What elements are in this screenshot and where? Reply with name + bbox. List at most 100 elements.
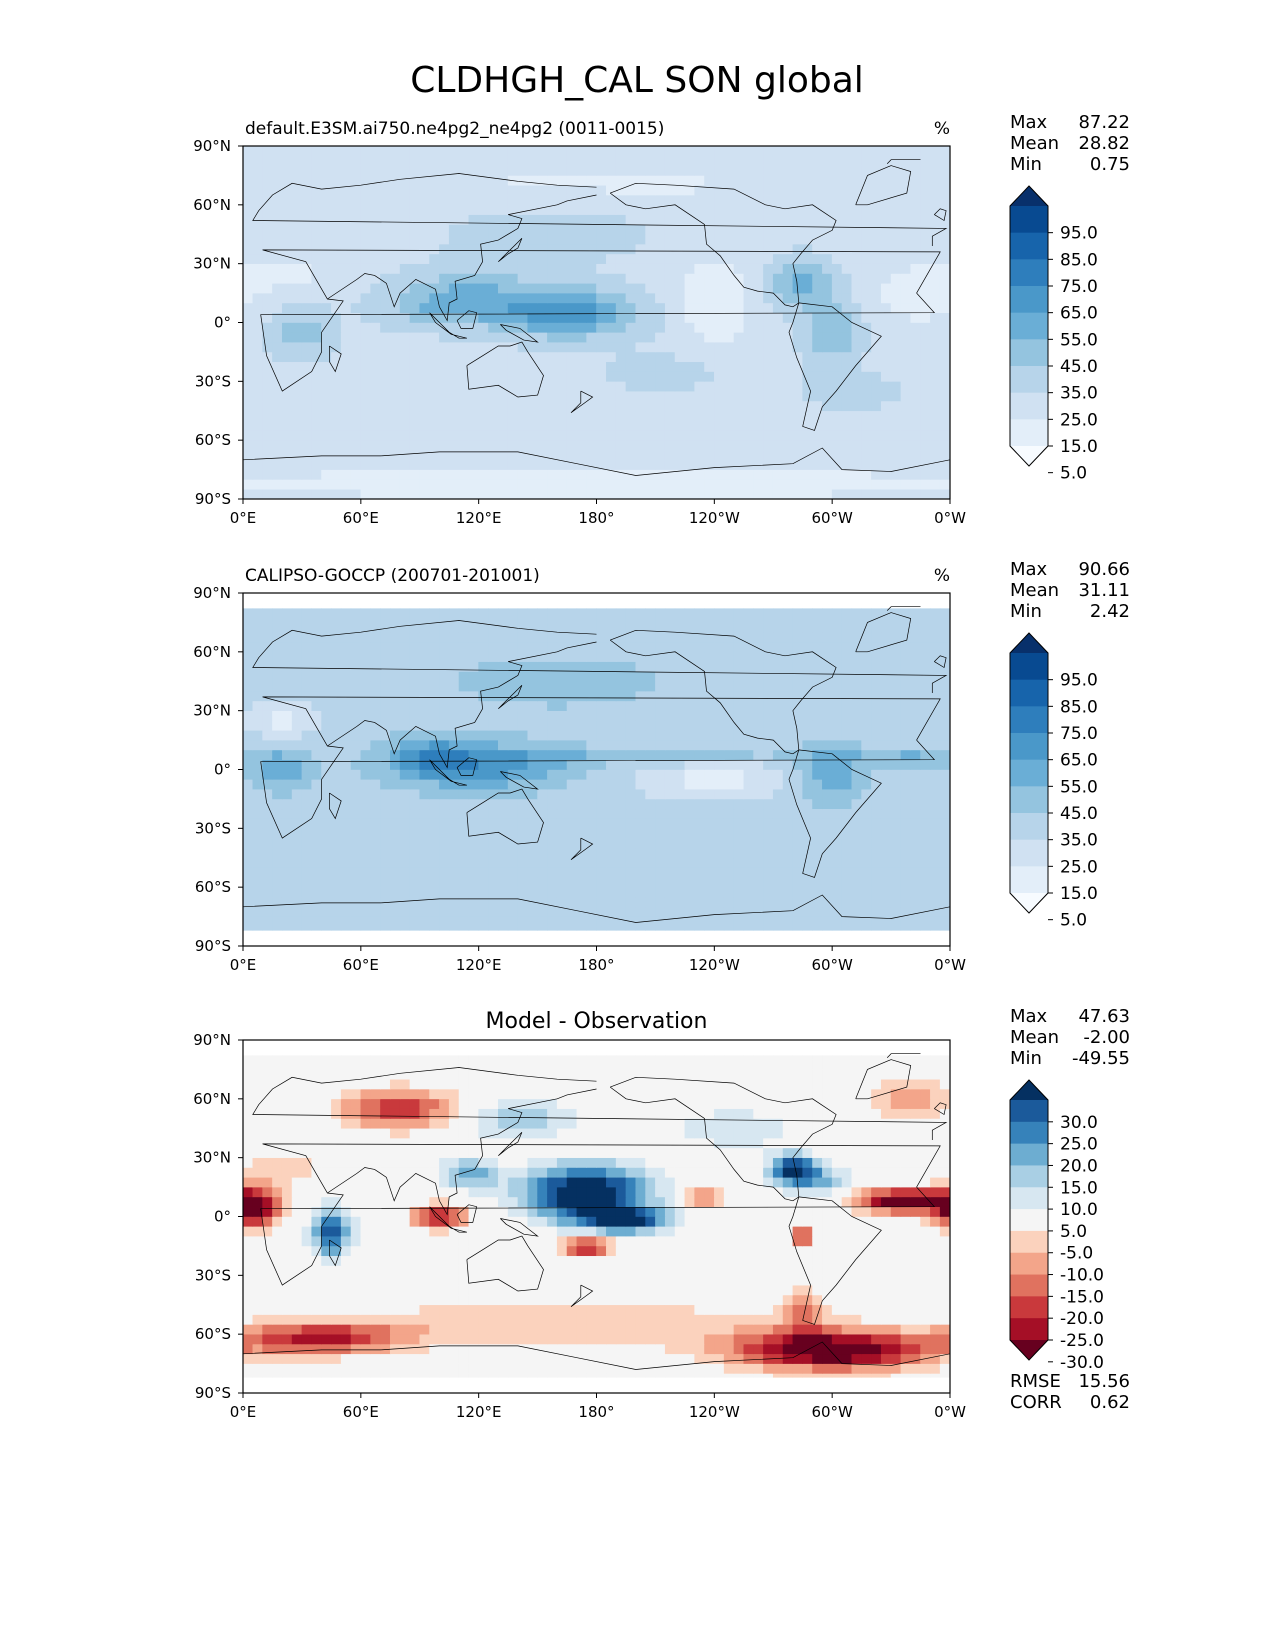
field-cell	[753, 680, 764, 692]
field-cell	[291, 906, 303, 917]
field-cell	[527, 661, 538, 672]
field-cell	[782, 769, 794, 780]
field-cell	[262, 857, 273, 868]
field-cell	[399, 146, 411, 157]
field-cell	[262, 371, 273, 382]
field-cell	[674, 312, 686, 323]
field-cell	[556, 867, 568, 878]
field-cell	[851, 253, 862, 264]
field-cell	[389, 381, 401, 392]
field-cell	[930, 184, 941, 196]
field-cell	[458, 867, 470, 878]
field-cell	[448, 430, 460, 441]
field-cell	[281, 292, 293, 304]
field-cell	[311, 847, 322, 859]
field-cell	[723, 749, 735, 760]
field-cell	[861, 459, 872, 470]
field-cell	[596, 837, 607, 849]
field-cell	[812, 459, 823, 470]
field-cell	[733, 671, 745, 682]
field-cell	[615, 479, 627, 490]
field-cell	[684, 146, 695, 157]
field-cell	[517, 847, 529, 859]
coastline	[329, 345, 342, 373]
field-cell	[871, 896, 882, 908]
field-cell	[871, 769, 882, 780]
field-cell	[596, 867, 607, 878]
colorbar-tick-label: 95.0	[1060, 224, 1098, 244]
field-cell	[910, 224, 921, 235]
stat-label: Mean	[1010, 133, 1059, 154]
field-cell	[566, 253, 578, 264]
field-cell	[586, 916, 597, 927]
field-cell	[331, 926, 342, 931]
field-cell	[243, 622, 254, 633]
field-cell	[262, 243, 273, 255]
field-cell	[458, 828, 470, 839]
field-cell	[782, 729, 794, 741]
field-cell	[733, 641, 745, 653]
field-cell	[576, 469, 587, 480]
field-cell	[498, 351, 509, 363]
field-cell	[507, 690, 519, 702]
field-cell	[281, 282, 293, 294]
figure-title: CLDHGH_CAL SON global	[410, 60, 864, 101]
field-cell	[399, 867, 411, 878]
field-cell	[782, 739, 794, 751]
field-cell	[527, 302, 538, 313]
field-cell	[704, 439, 715, 451]
field-cell	[380, 439, 391, 451]
field-cell	[468, 175, 479, 186]
field-cell	[674, 690, 686, 702]
field-cell	[743, 788, 754, 800]
field-cell	[419, 886, 430, 898]
field-cell	[674, 671, 686, 682]
field-cell	[930, 292, 941, 304]
field-cell	[478, 420, 489, 431]
field-cell	[380, 788, 391, 800]
field-cell	[331, 282, 342, 294]
field-cell	[498, 361, 509, 372]
field-cell	[615, 857, 627, 868]
field-cell	[939, 420, 950, 431]
field-cell	[831, 828, 843, 839]
field-cell	[478, 680, 489, 692]
field-cell	[340, 622, 352, 633]
field-cell	[812, 729, 823, 741]
field-cell	[792, 322, 804, 333]
field-cell	[664, 292, 676, 304]
field-cell	[635, 877, 646, 888]
field-cell	[311, 671, 322, 682]
field-cell	[753, 661, 764, 672]
field-cell	[645, 430, 656, 441]
field-cell	[625, 739, 637, 751]
field-cell	[704, 381, 715, 392]
field-cell	[281, 808, 293, 819]
field-cell	[350, 720, 362, 731]
field-cell	[802, 700, 813, 711]
field-cell	[655, 155, 666, 166]
field-cell	[507, 273, 519, 284]
field-cell	[576, 273, 587, 284]
field-cell	[920, 729, 931, 741]
field-cell	[547, 302, 558, 313]
field-cell	[772, 916, 784, 927]
field-cell	[429, 273, 440, 284]
y-tick-label: 60°S	[195, 431, 231, 449]
field-cell	[802, 488, 813, 499]
field-cell	[547, 680, 558, 692]
field-cell	[890, 214, 902, 225]
field-cell	[802, 749, 813, 760]
field-cell	[615, 155, 627, 166]
field-cell	[831, 798, 843, 810]
field-cell	[360, 322, 371, 333]
field-cell	[399, 449, 411, 461]
field-cell	[723, 479, 735, 490]
field-cell	[262, 847, 273, 859]
field-cell	[880, 651, 892, 662]
field-cell	[714, 710, 725, 721]
field-cell	[782, 292, 794, 304]
field-cell	[606, 381, 617, 392]
field-cells-obs	[243, 608, 950, 931]
field-cell	[939, 690, 950, 702]
